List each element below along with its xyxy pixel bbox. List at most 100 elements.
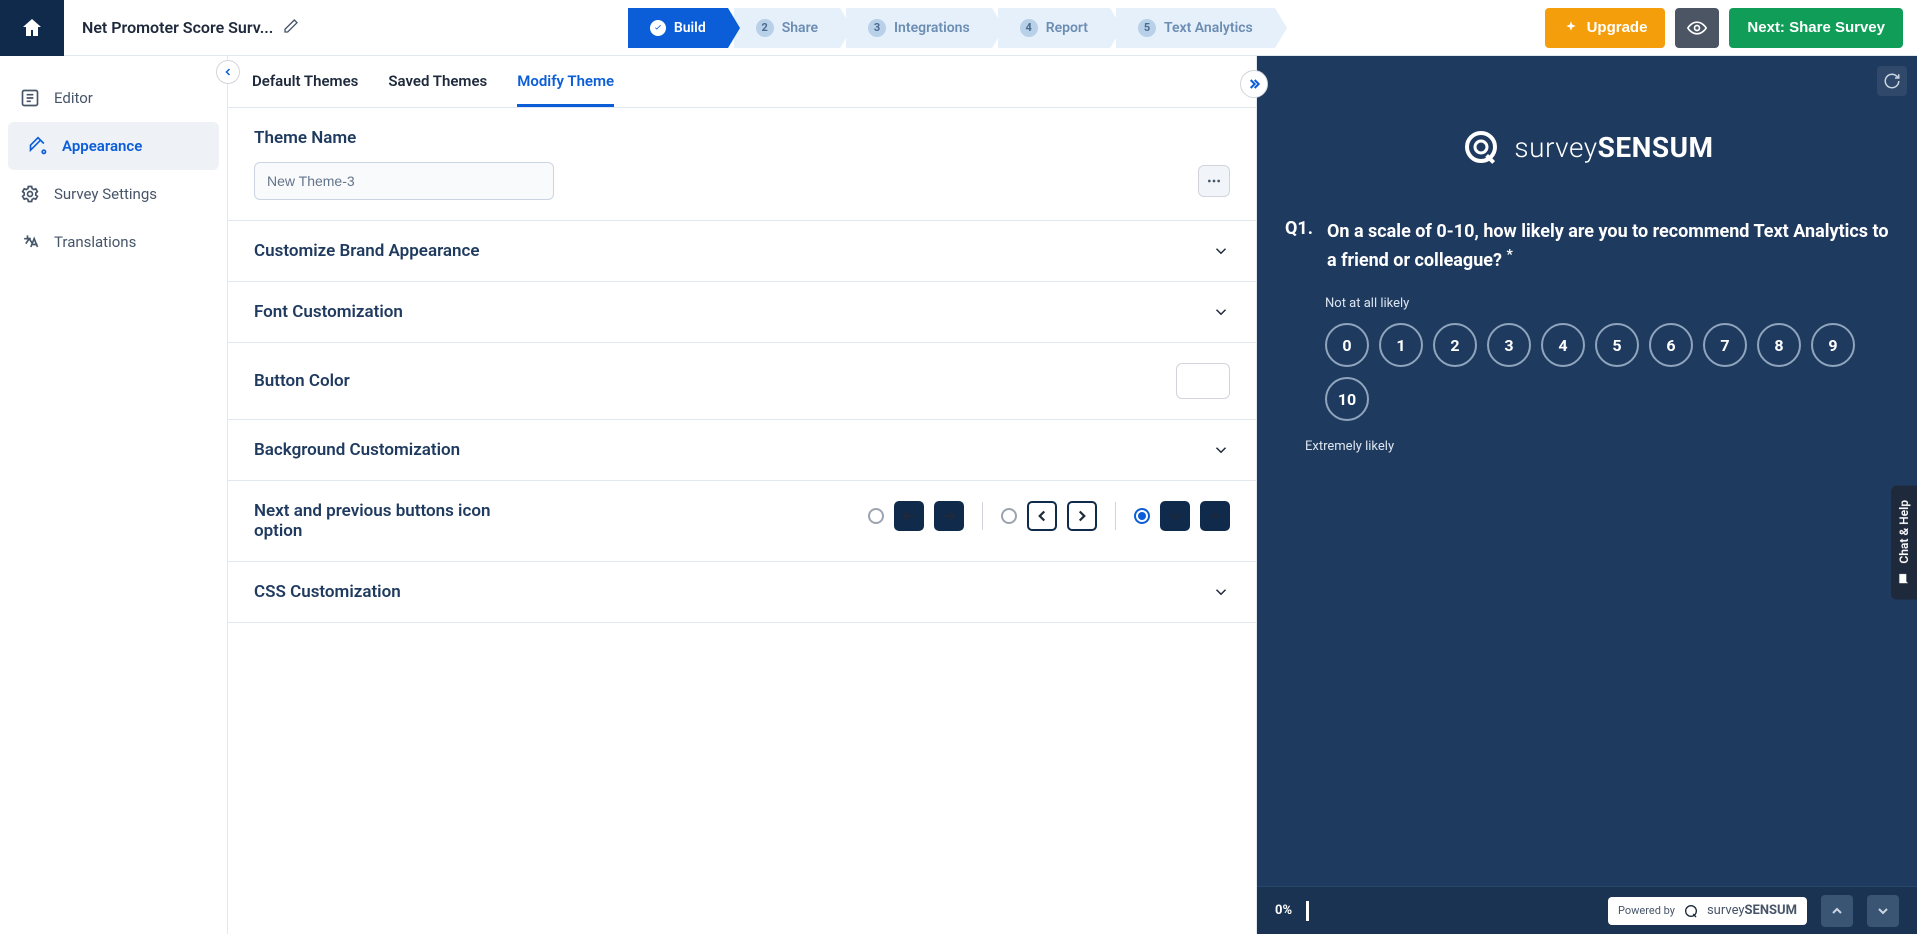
preview-button[interactable] [1675, 8, 1719, 48]
theme-more-button[interactable] [1198, 165, 1230, 197]
chevron-down-icon [1212, 242, 1230, 260]
step-label: Build [674, 20, 706, 36]
chevron-right-box-icon [1067, 501, 1097, 531]
nav-option-1-radio[interactable] [868, 508, 884, 524]
translate-icon [20, 232, 40, 252]
title-wrap: Net Promoter Score Surv... [64, 18, 364, 38]
theme-panel: Default Themes Saved Themes Modify Theme… [228, 56, 1257, 934]
upgrade-button[interactable]: Upgrade [1545, 8, 1666, 48]
arrow-left-icon [894, 501, 924, 531]
sidebar-label: Appearance [62, 137, 142, 155]
refresh-preview-button[interactable] [1877, 66, 1907, 96]
preview-next-button[interactable] [1867, 895, 1899, 927]
question-row: Q1. On a scale of 0-10, how likely are y… [1285, 218, 1889, 274]
next-button[interactable]: Next: Share Survey [1729, 8, 1903, 48]
powered-by-badge[interactable]: Powered by surveySENSUM [1608, 897, 1807, 925]
button-color-swatch[interactable] [1176, 363, 1230, 399]
sidebar-item-appearance[interactable]: Appearance [8, 122, 219, 170]
upgrade-label: Upgrade [1587, 19, 1648, 36]
step-integrations[interactable]: 3 Integrations [846, 8, 992, 48]
check-icon [650, 20, 666, 36]
nps-option-6[interactable]: 6 [1649, 323, 1693, 367]
powered-label: Powered by [1618, 904, 1675, 917]
step-share[interactable]: 2 Share [734, 8, 840, 48]
nps-option-9[interactable]: 9 [1811, 323, 1855, 367]
tab-default-themes[interactable]: Default Themes [252, 72, 358, 107]
section-theme-name: Theme Name [228, 108, 1256, 221]
sidebar-label: Editor [54, 89, 93, 107]
preview-pane: surveySENSUM Q1. On a scale of 0-10, how… [1257, 56, 1917, 934]
nps-option-1[interactable]: 1 [1379, 323, 1423, 367]
section-label: CSS Customization [254, 582, 401, 602]
logo-text: surveySENSUM [1514, 131, 1713, 164]
separator [982, 502, 983, 530]
theme-tabs: Default Themes Saved Themes Modify Theme [228, 56, 1256, 108]
nps-scale: 0123456789 10 [1325, 323, 1889, 421]
chat-help-label: Chat & Help [1897, 500, 1911, 564]
chevron-up-icon [1829, 903, 1845, 919]
chat-help-button[interactable]: Chat & Help [1891, 486, 1917, 600]
nps-option-10[interactable]: 10 [1325, 377, 1369, 421]
refresh-icon [1883, 72, 1901, 90]
section-background[interactable]: Background Customization [228, 420, 1256, 481]
chevron-down-box-icon [1160, 501, 1190, 531]
sidebar: Editor Appearance Survey Settings Transl… [0, 56, 228, 934]
theme-name-input[interactable] [254, 162, 554, 200]
section-label: Next and previous buttons icon option [254, 501, 514, 541]
top-actions: Upgrade Next: Share Survey [1545, 8, 1917, 48]
separator [1115, 502, 1116, 530]
section-css[interactable]: CSS Customization [228, 562, 1256, 623]
nav-option-2-radio[interactable] [1001, 508, 1017, 524]
settings-icon [20, 184, 40, 204]
step-label: Share [782, 20, 818, 36]
home-button[interactable] [0, 0, 64, 56]
step-build[interactable]: Build [628, 8, 728, 48]
logo-mark-icon [1460, 126, 1502, 168]
step-label: Integrations [894, 20, 970, 36]
survey-title: Net Promoter Score Surv... [82, 18, 273, 37]
sidebar-label: Survey Settings [54, 185, 157, 203]
nps-option-7[interactable]: 7 [1703, 323, 1747, 367]
step-label: Text Analytics [1164, 20, 1253, 36]
powered-brand: surveySENSUM [1707, 903, 1797, 918]
nps-option-5[interactable]: 5 [1595, 323, 1639, 367]
nps-option-8[interactable]: 8 [1757, 323, 1801, 367]
chevron-down-icon [1875, 903, 1891, 919]
chevron-down-icon [1212, 441, 1230, 459]
question-text: On a scale of 0-10, how likely are you t… [1327, 218, 1889, 274]
arrow-right-icon [934, 501, 964, 531]
tab-saved-themes[interactable]: Saved Themes [388, 72, 487, 107]
nps-option-2[interactable]: 2 [1433, 323, 1477, 367]
topbar: Net Promoter Score Surv... Build 2 Share… [0, 0, 1917, 56]
step-label: Report [1046, 20, 1088, 36]
preview-prev-button[interactable] [1821, 895, 1853, 927]
section-font[interactable]: Font Customization [228, 282, 1256, 343]
expand-preview-button[interactable] [1240, 70, 1268, 98]
section-label: Button Color [254, 371, 350, 391]
sidebar-item-settings[interactable]: Survey Settings [0, 170, 227, 218]
step-report[interactable]: 4 Report [998, 8, 1110, 48]
nps-option-0[interactable]: 0 [1325, 323, 1369, 367]
sidebar-item-editor[interactable]: Editor [0, 74, 227, 122]
chevron-left-box-icon [1027, 501, 1057, 531]
sidebar-item-translations[interactable]: Translations [0, 218, 227, 266]
chevron-down-icon [1212, 303, 1230, 321]
nav-option-3-radio[interactable] [1134, 508, 1150, 524]
nps-option-4[interactable]: 4 [1541, 323, 1585, 367]
logo-small-icon [1683, 903, 1699, 919]
section-brand[interactable]: Customize Brand Appearance [228, 221, 1256, 282]
step-num: 4 [1020, 19, 1038, 37]
stepper: Build 2 Share 3 Integrations 4 Report 5 … [364, 8, 1545, 48]
edit-title-icon[interactable] [283, 18, 299, 38]
appearance-icon [28, 136, 48, 156]
next-label: Next: Share Survey [1747, 19, 1885, 36]
collapse-sidebar-button[interactable] [216, 60, 240, 84]
step-num: 3 [868, 19, 886, 37]
scale-label-low: Not at all likely [1325, 296, 1889, 311]
tab-modify-theme[interactable]: Modify Theme [517, 72, 614, 107]
required-mark: * [1506, 247, 1512, 263]
nps-option-3[interactable]: 3 [1487, 323, 1531, 367]
section-label: Customize Brand Appearance [254, 241, 480, 261]
theme-name-label: Theme Name [254, 128, 1230, 148]
step-text-analytics[interactable]: 5 Text Analytics [1116, 8, 1275, 48]
